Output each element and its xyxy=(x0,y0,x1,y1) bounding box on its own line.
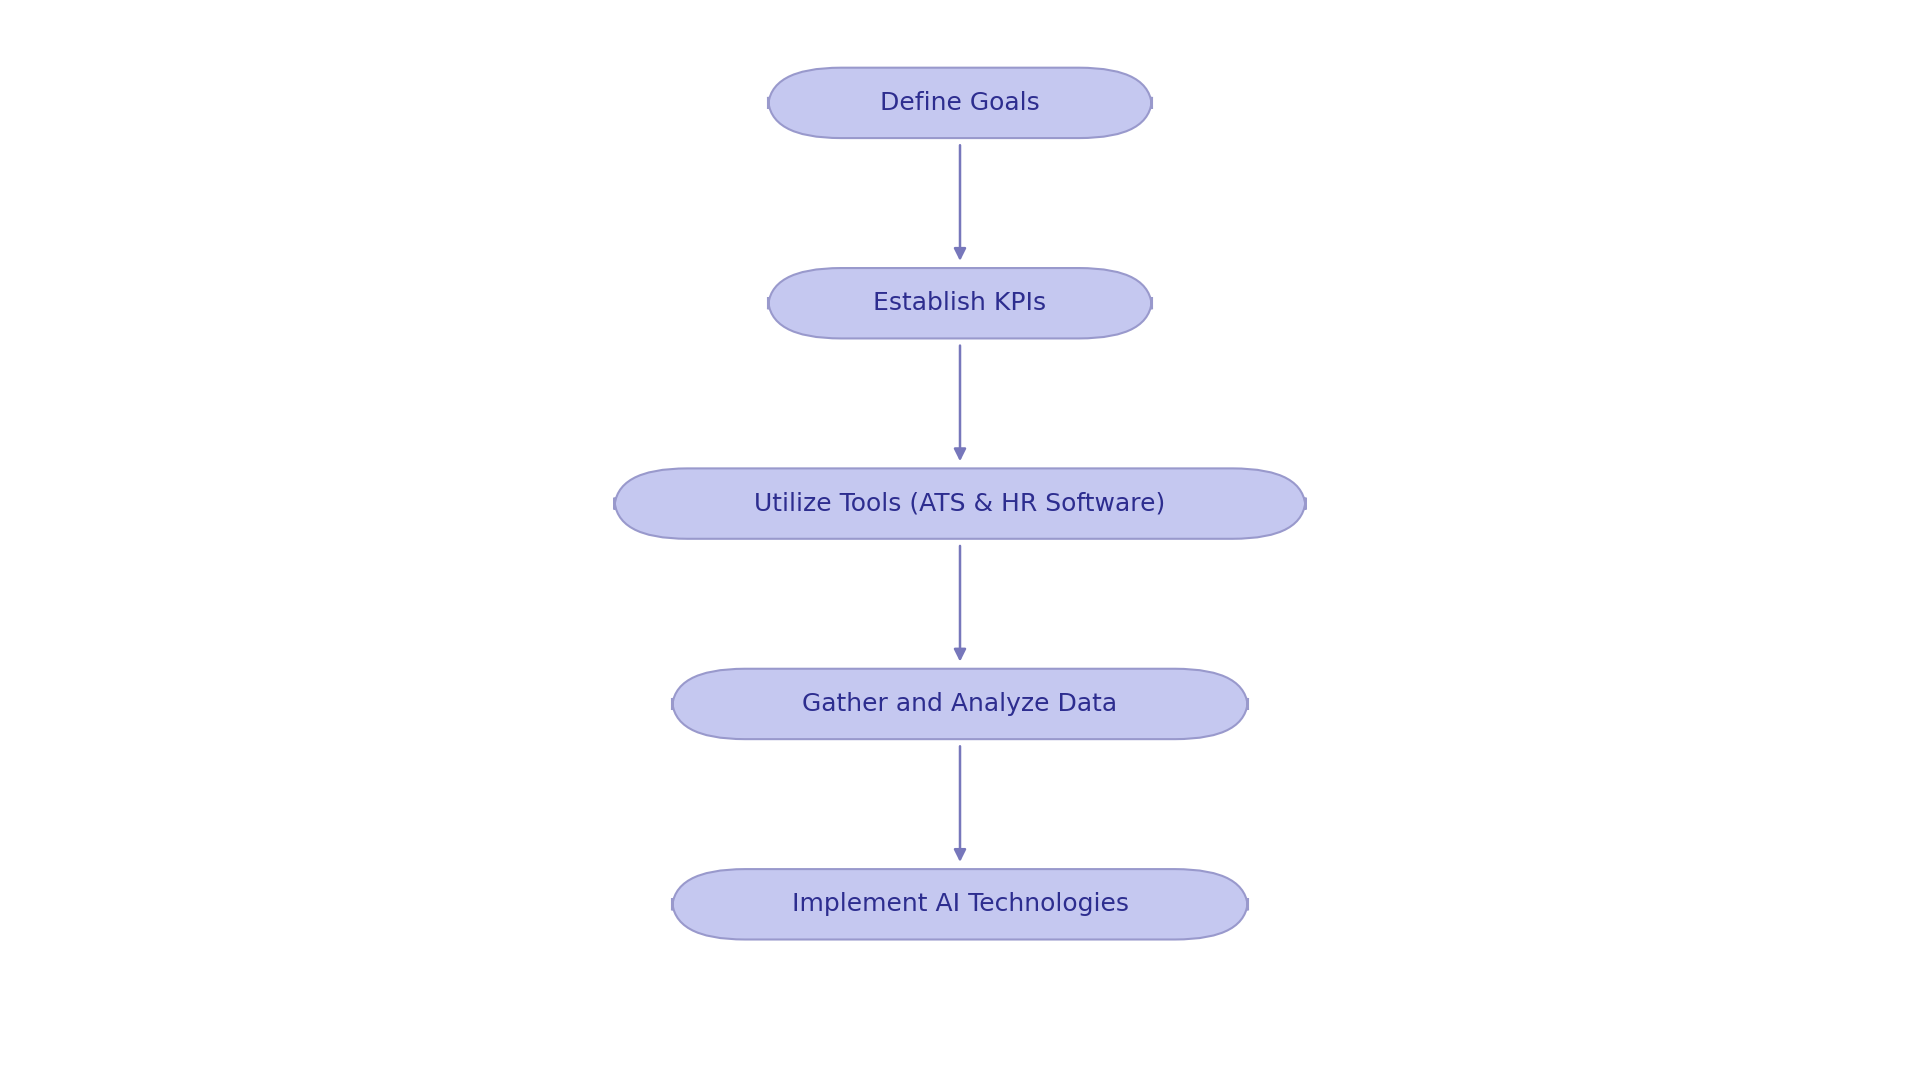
Text: Define Goals: Define Goals xyxy=(879,91,1041,115)
FancyBboxPatch shape xyxy=(672,668,1248,739)
Text: Utilize Tools (ATS & HR Software): Utilize Tools (ATS & HR Software) xyxy=(755,492,1165,516)
FancyBboxPatch shape xyxy=(672,869,1248,939)
FancyBboxPatch shape xyxy=(768,67,1152,139)
Text: Gather and Analyze Data: Gather and Analyze Data xyxy=(803,692,1117,716)
Text: Implement AI Technologies: Implement AI Technologies xyxy=(791,892,1129,916)
Text: Establish KPIs: Establish KPIs xyxy=(874,291,1046,315)
FancyBboxPatch shape xyxy=(768,269,1152,338)
FancyBboxPatch shape xyxy=(614,468,1306,538)
